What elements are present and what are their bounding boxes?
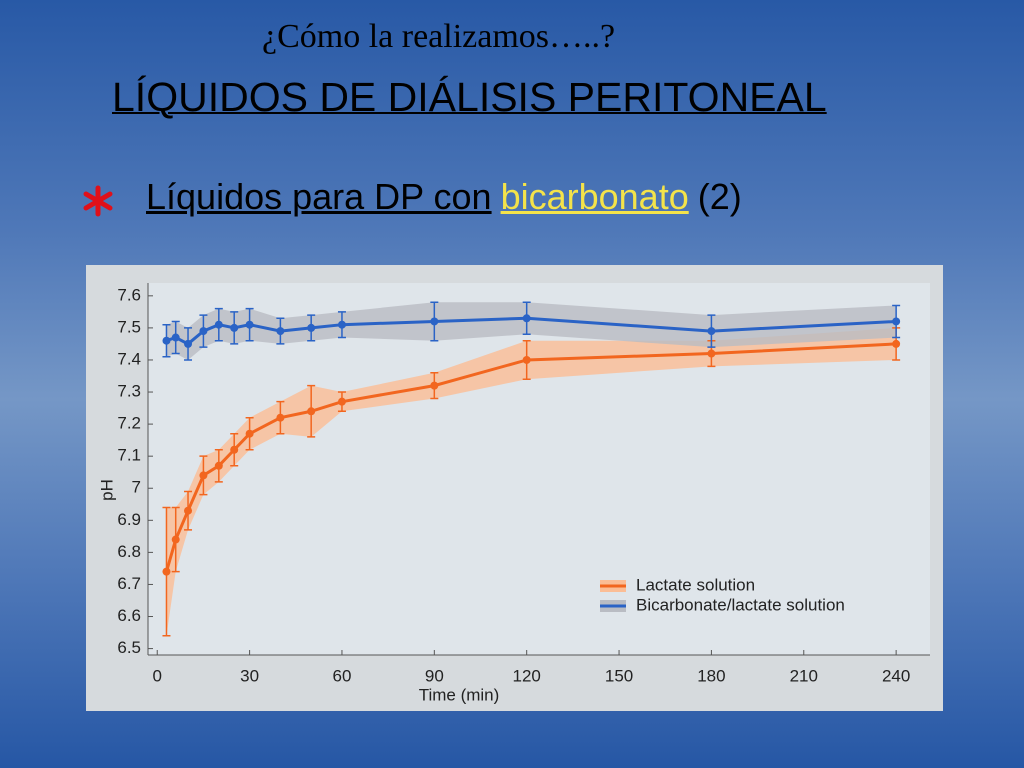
- point: [245, 429, 254, 438]
- x-tick-label: 210: [790, 666, 818, 685]
- y-tick-label: 6.7: [117, 574, 141, 593]
- point: [337, 397, 346, 406]
- x-tick-label: 30: [240, 666, 259, 685]
- point: [522, 355, 531, 364]
- y-tick-label: 7.2: [117, 414, 141, 433]
- point: [307, 407, 316, 416]
- point: [707, 327, 716, 336]
- legend-label: Bicarbonate/lactate solution: [636, 595, 845, 614]
- error-band: [311, 385, 342, 437]
- point: [230, 323, 239, 332]
- point: [522, 314, 531, 323]
- point: [214, 461, 223, 470]
- legend-label: Lactate solution: [636, 575, 755, 594]
- y-tick-label: 7.6: [117, 285, 141, 304]
- y-tick-label: 7: [132, 478, 141, 497]
- kicker: ¿Cómo la realizamos…..?: [262, 18, 616, 55]
- point: [214, 320, 223, 329]
- point: [230, 445, 239, 454]
- point: [162, 567, 171, 576]
- x-tick-label: 0: [153, 666, 162, 685]
- y-tick-label: 6.8: [117, 542, 141, 561]
- point: [276, 327, 285, 336]
- point: [184, 339, 193, 348]
- x-tick-label: 120: [512, 666, 540, 685]
- point: [162, 336, 171, 345]
- error-band: [434, 302, 527, 341]
- y-tick-label: 6.9: [117, 510, 141, 529]
- point: [430, 317, 439, 326]
- slide-title: LÍQUIDOS DE DIÁLISIS PERITONEAL: [112, 74, 827, 120]
- x-tick-label: 240: [882, 666, 910, 685]
- x-tick-label: 180: [697, 666, 725, 685]
- x-tick-label: 150: [605, 666, 633, 685]
- bullet-text: Líquidos para DP con: [146, 176, 492, 217]
- y-tick-label: 7.3: [117, 382, 141, 401]
- y-tick-label: 7.1: [117, 446, 141, 465]
- error-band: [280, 385, 312, 437]
- point: [430, 381, 439, 390]
- point: [199, 327, 208, 336]
- point: [276, 413, 285, 422]
- bullet: Líquidos para DP con bicarbonato (2): [146, 176, 742, 218]
- y-tick-label: 6.5: [117, 638, 141, 657]
- error-band: [249, 308, 281, 344]
- error-band: [434, 340, 527, 399]
- point: [171, 333, 180, 342]
- point: [892, 317, 901, 326]
- point: [184, 506, 193, 515]
- series-line: [165, 342, 897, 573]
- error-band: [341, 302, 435, 341]
- point: [892, 339, 901, 348]
- point: [171, 535, 180, 544]
- y-tick-label: 7.5: [117, 317, 141, 336]
- x-tick-label: 90: [425, 666, 444, 685]
- bullet-highlight: bicarbonato: [500, 176, 689, 217]
- point: [307, 323, 316, 332]
- y-axis-label: pH: [97, 479, 116, 501]
- point: [245, 320, 254, 329]
- y-tick-label: 7.4: [117, 349, 141, 368]
- bullet-icon: [83, 185, 113, 217]
- point: [707, 349, 716, 358]
- point: [337, 320, 346, 329]
- y-tick-label: 6.6: [117, 606, 141, 625]
- error-band: [526, 340, 712, 380]
- bullet-suffix: (2): [697, 176, 742, 217]
- point: [199, 471, 208, 480]
- error-band: [341, 372, 435, 412]
- x-tick-label: 60: [332, 666, 351, 685]
- x-axis-label: Time (min): [419, 685, 500, 704]
